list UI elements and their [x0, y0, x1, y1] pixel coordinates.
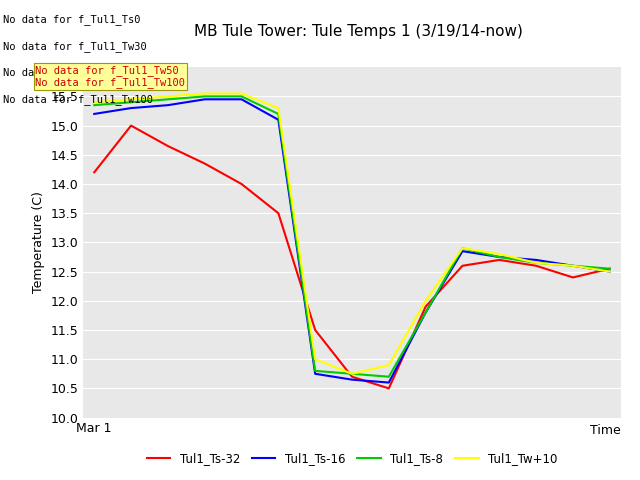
Tul1_Ts-8 [569, 263, 577, 269]
Tul1_Ts-8 [385, 374, 393, 380]
Tul1_Ts-8 [495, 254, 503, 260]
Tul1_Tw+10 [459, 245, 467, 251]
Line: Tul1_Ts-16: Tul1_Ts-16 [94, 99, 610, 383]
Tul1_Ts-32 [422, 304, 429, 310]
Tul1_Ts-8 [201, 94, 209, 99]
Tul1_Ts-8 [532, 260, 540, 266]
Tul1_Tw+10 [275, 105, 282, 111]
Tul1_Ts-32 [275, 210, 282, 216]
Tul1_Tw+10 [201, 91, 209, 96]
Tul1_Ts-16 [422, 310, 429, 315]
Tul1_Tw+10 [348, 371, 356, 377]
Tul1_Ts-32 [127, 123, 135, 129]
Tul1_Ts-8 [459, 245, 467, 251]
Tul1_Ts-32 [495, 257, 503, 263]
Y-axis label: Temperature (C): Temperature (C) [32, 192, 45, 293]
Legend: Tul1_Ts-32, Tul1_Ts-16, Tul1_Ts-8, Tul1_Tw+10: Tul1_Ts-32, Tul1_Ts-16, Tul1_Ts-8, Tul1_… [142, 447, 562, 469]
Tul1_Ts-16 [127, 105, 135, 111]
Tul1_Tw+10 [495, 251, 503, 257]
Line: Tul1_Ts-32: Tul1_Ts-32 [94, 126, 610, 388]
Tul1_Tw+10 [606, 269, 614, 275]
Tul1_Ts-16 [606, 269, 614, 275]
Tul1_Ts-8 [275, 111, 282, 117]
Tul1_Ts-16 [495, 254, 503, 260]
Text: No data for f_Tul1_Tw100: No data for f_Tul1_Tw100 [3, 94, 153, 105]
Tul1_Ts-8 [348, 371, 356, 377]
Tul1_Ts-16 [532, 257, 540, 263]
Tul1_Ts-32 [385, 385, 393, 391]
Text: Time: Time [590, 424, 621, 437]
Text: No data for f_Tul1_Tw50: No data for f_Tul1_Tw50 [3, 67, 147, 78]
Tul1_Tw+10 [237, 91, 245, 96]
Tul1_Tw+10 [311, 356, 319, 362]
Tul1_Ts-32 [532, 263, 540, 269]
Tul1_Ts-16 [90, 111, 98, 117]
Tul1_Tw+10 [532, 260, 540, 266]
Tul1_Ts-16 [164, 102, 172, 108]
Tul1_Ts-32 [237, 181, 245, 187]
Text: MB Tule Tower: Tule Temps 1 (3/19/14-now): MB Tule Tower: Tule Temps 1 (3/19/14-now… [194, 24, 523, 39]
Tul1_Tw+10 [164, 94, 172, 99]
Tul1_Ts-16 [348, 377, 356, 383]
Tul1_Ts-32 [311, 327, 319, 333]
Tul1_Ts-8 [422, 310, 429, 315]
Tul1_Tw+10 [422, 298, 429, 304]
Line: Tul1_Tw+10: Tul1_Tw+10 [94, 94, 610, 374]
Tul1_Tw+10 [127, 96, 135, 102]
Tul1_Ts-16 [569, 263, 577, 269]
Line: Tul1_Ts-8: Tul1_Ts-8 [94, 96, 610, 377]
Tul1_Ts-8 [90, 102, 98, 108]
Tul1_Ts-32 [348, 374, 356, 380]
Tul1_Ts-16 [201, 96, 209, 102]
Tul1_Ts-16 [275, 117, 282, 123]
Tul1_Ts-32 [459, 263, 467, 269]
Tul1_Ts-32 [90, 169, 98, 175]
Text: No data for f_Tul1_Tw50
No data for f_Tul1_Tw100: No data for f_Tul1_Tw50 No data for f_Tu… [35, 65, 185, 88]
Tul1_Ts-16 [459, 248, 467, 254]
Tul1_Ts-8 [311, 368, 319, 374]
Tul1_Tw+10 [90, 99, 98, 105]
Tul1_Ts-8 [237, 94, 245, 99]
Tul1_Ts-32 [164, 143, 172, 149]
Tul1_Ts-8 [127, 99, 135, 105]
Tul1_Tw+10 [569, 263, 577, 269]
Tul1_Ts-16 [237, 96, 245, 102]
Tul1_Ts-32 [201, 161, 209, 167]
Tul1_Ts-16 [311, 371, 319, 377]
Tul1_Ts-32 [606, 266, 614, 272]
Tul1_Ts-16 [385, 380, 393, 385]
Text: No data for f_Tul1_Ts0: No data for f_Tul1_Ts0 [3, 14, 141, 25]
Text: No data for f_Tul1_Tw30: No data for f_Tul1_Tw30 [3, 41, 147, 52]
Tul1_Ts-32 [569, 275, 577, 280]
Tul1_Ts-8 [606, 266, 614, 272]
Tul1_Tw+10 [385, 362, 393, 368]
Tul1_Ts-8 [164, 96, 172, 102]
